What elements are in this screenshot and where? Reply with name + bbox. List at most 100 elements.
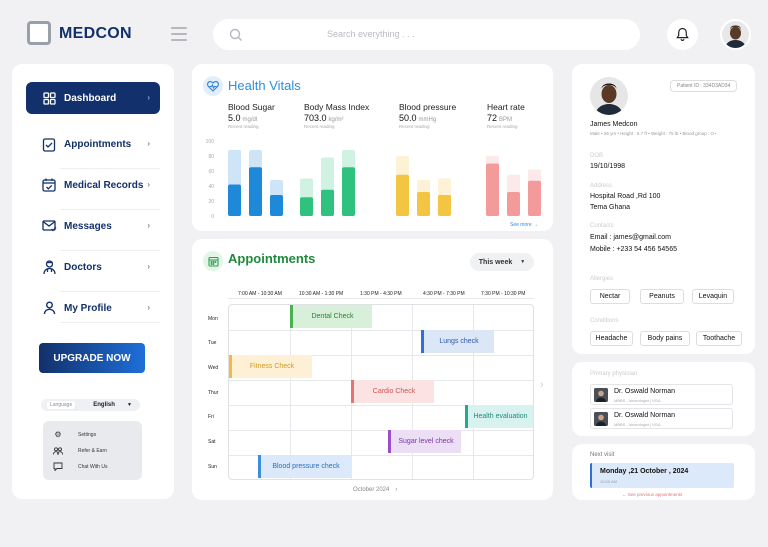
appointment-blood-pressure-check[interactable]: Blood pressure check <box>258 455 351 478</box>
bar <box>270 195 283 216</box>
week-select[interactable]: This week ▼ <box>470 253 534 271</box>
time-slot-label: 7:00 AM - 10:30 AM <box>238 291 282 297</box>
sidebar-item-doctors[interactable]: Doctors › <box>26 251 160 283</box>
allergy-tag: Levaquin <box>692 289 734 304</box>
doctor-icon <box>40 258 58 276</box>
y-tick-label: 0 <box>211 214 214 220</box>
vital-label: Body Mass Index <box>304 102 370 112</box>
sidebar-item-appointments[interactable]: Appointments › <box>26 128 160 160</box>
gear-icon: ⚙ <box>54 430 62 439</box>
bar <box>321 189 334 216</box>
address-line-1: Hospital Road ,Rd 100 <box>590 193 661 200</box>
next-visit-item[interactable]: Monday ,21 October , 2024 10:00 AM <box>590 463 734 488</box>
chevron-right-icon: › <box>395 487 398 493</box>
bar <box>486 163 499 216</box>
dob-value: 19/10/1998 <box>590 163 626 170</box>
address-label: Address <box>590 183 613 189</box>
visit-date: Monday ,21 October , 2024 <box>600 468 689 475</box>
notification-bell-icon[interactable] <box>667 19 698 50</box>
appointment-dental-check[interactable]: Dental Check <box>290 305 372 328</box>
chevron-right-icon: › <box>147 139 150 148</box>
sidebar-item-label: Dashboard <box>64 92 117 104</box>
see-more-link[interactable]: See more → <box>510 222 539 228</box>
mobile-value: Mobile : +233 54 456 54565 <box>590 246 677 253</box>
physician-avatar <box>594 388 608 402</box>
vitals-title: Health Vitals <box>228 78 301 93</box>
day-label: Mon <box>208 316 218 322</box>
chevron-right-icon: › <box>147 303 150 312</box>
search-input[interactable]: Search everything . . . <box>213 19 640 50</box>
vital-sub: Recent reading <box>304 124 335 129</box>
bar <box>249 167 262 216</box>
sidebar-item-label: Doctors <box>64 261 102 273</box>
previous-appointments-link[interactable]: ← See previous appointments <box>622 492 683 497</box>
time-slot-label: 1:30 PM - 4:30 PM <box>360 291 402 297</box>
vital-sub: Recent reading <box>487 124 518 129</box>
physician-item[interactable]: Dr. Oswald Norman MBBS , Neurologist | U… <box>590 408 733 429</box>
language-value: English <box>93 402 115 408</box>
day-label: Thur <box>208 390 219 396</box>
bar <box>228 184 241 216</box>
day-label: Sat <box>208 439 216 445</box>
physician-name: Dr. Oswald Norman <box>614 388 676 395</box>
next-visit-title: Next visit <box>590 452 615 458</box>
clipboard-check-icon <box>40 135 58 153</box>
allergy-tag: Peanuts <box>640 289 684 304</box>
user-avatar[interactable] <box>720 19 751 50</box>
sidebar-item-messages[interactable]: Messages › <box>26 210 160 242</box>
calendar-check-icon <box>40 176 58 194</box>
menu-icon[interactable] <box>171 27 187 45</box>
caret-down-icon: ▼ <box>520 259 526 265</box>
settings-link[interactable]: ⚙ Settings <box>53 430 96 439</box>
chevron-right-icon: › <box>147 180 150 189</box>
refer-earn-link[interactable]: Refer & Earn <box>53 446 107 455</box>
calendar-icon <box>203 251 223 271</box>
day-label: Wed <box>208 365 219 371</box>
condition-tag: Body pains <box>640 331 690 346</box>
sidebar-item-dashboard[interactable]: Dashboard › <box>26 82 160 114</box>
logo-icon <box>27 21 51 45</box>
sidebar-item-medical-records[interactable]: Medical Records › <box>26 169 160 201</box>
physician-avatar <box>594 412 608 426</box>
vital-label: Heart rate <box>487 102 525 112</box>
visit-time: 10:00 AM <box>600 479 617 484</box>
condition-tag: Toothache <box>696 331 742 346</box>
chat-link[interactable]: Chat With Us <box>53 462 107 471</box>
y-tick-label: 40 <box>208 184 214 190</box>
vital-sub: Recent reading <box>399 124 430 129</box>
condition-tag: Headache <box>590 331 633 346</box>
sidebar-item-my-profile[interactable]: My Profile › <box>26 292 160 324</box>
next-visit-card: Next visit Monday ,21 October , 2024 10:… <box>572 444 755 500</box>
physician-item[interactable]: Dr. Oswald Norman MBBS , Neurologist | U… <box>590 384 733 405</box>
language-select[interactable]: Language English ▼ <box>41 399 140 411</box>
appointment-sugar-level-check[interactable]: Sugar level check <box>388 430 461 453</box>
appointments-title: Appointments <box>228 251 316 266</box>
upgrade-button[interactable]: UPGRADE NOW <box>39 343 145 373</box>
caret-down-icon: ▼ <box>127 402 132 408</box>
month-nav[interactable]: October 2024 › <box>353 487 398 493</box>
primary-physician-card: Primary physician Dr. Oswald Norman MBBS… <box>572 362 755 436</box>
vital-label: Blood Sugar <box>228 102 275 112</box>
physician-sub: MBBS , Neurologist | USA <box>614 398 661 403</box>
bar <box>438 195 451 216</box>
day-label: Fri <box>208 414 214 420</box>
appointment-lungs-check[interactable]: Lungs check <box>421 330 494 353</box>
quick-link-label: Refer & Earn <box>78 447 107 454</box>
vital-label: Blood pressure <box>399 102 457 112</box>
conditions-label: Conditions <box>590 318 619 324</box>
search-placeholder: Search everything . . . <box>327 29 415 39</box>
vital-value: 50.0 mmHg <box>399 113 437 123</box>
vital-value: 703.0 kg/m² <box>304 113 344 123</box>
allergy-tag: Nectar <box>590 289 630 304</box>
physician-sub: MBBS , Neurologist | USA <box>614 422 661 427</box>
quick-link-label: Chat With Us <box>78 463 108 470</box>
bar <box>396 174 409 216</box>
bar <box>417 192 430 216</box>
allergies-label: Allergies <box>590 276 614 282</box>
chevron-right-icon[interactable]: › <box>540 379 544 391</box>
time-slot-label: 4:30 PM - 7:30 PM <box>423 291 465 297</box>
appointment-health-evaluation[interactable]: Health evaluation <box>465 405 533 428</box>
appointment-cardio-check[interactable]: Cardio Check <box>351 380 434 403</box>
y-tick-label: 20 <box>208 199 214 205</box>
appointment-fitness-check[interactable]: Fitness Check <box>229 355 312 378</box>
